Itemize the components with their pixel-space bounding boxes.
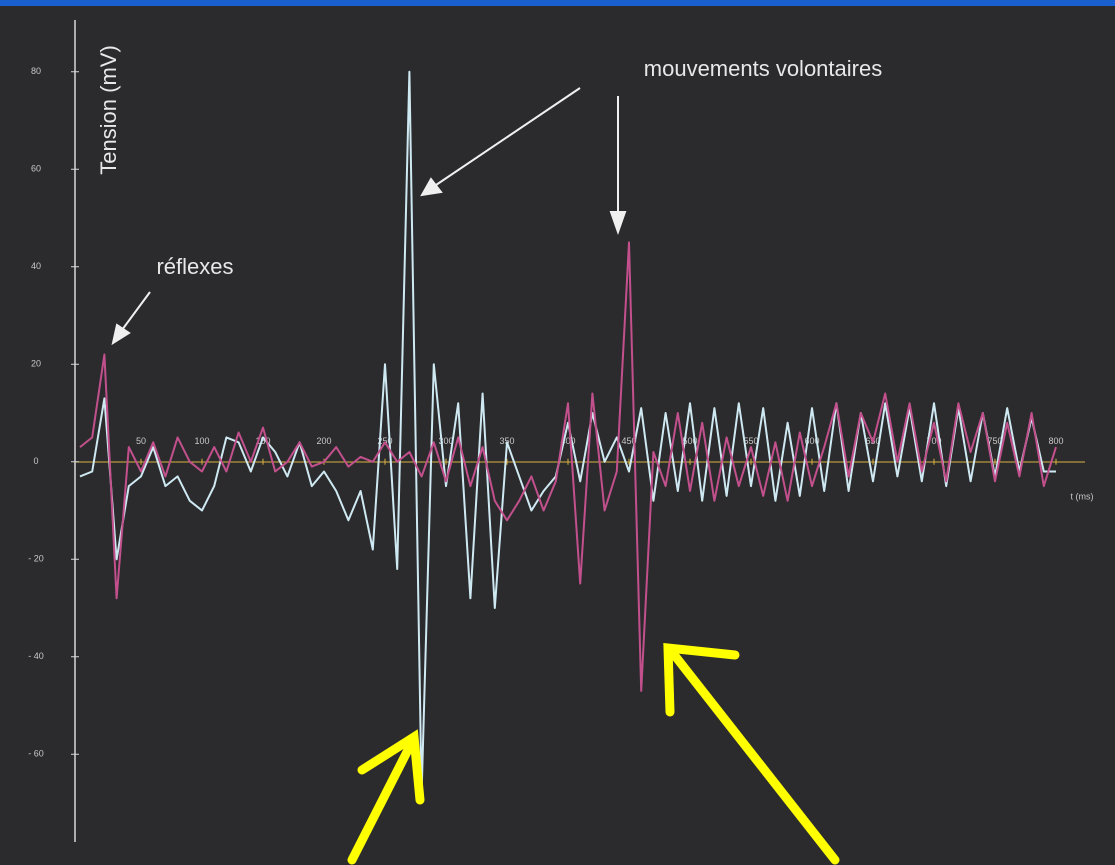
x-tick-label: 100 — [194, 436, 209, 446]
top-border — [0, 0, 1115, 6]
y-tick-label: - 20 — [28, 554, 44, 564]
annotation-arrows — [111, 87, 627, 346]
x-tick-label: 800 — [1048, 436, 1063, 446]
x-tick-label: 500 — [682, 436, 697, 446]
x-tick-label: 250 — [377, 436, 392, 446]
highlight-arrows — [347, 642, 840, 865]
y-tick-label: 20 — [31, 359, 41, 369]
annotation: réflexes — [156, 254, 233, 279]
x-axis-label: t (ms) — [1071, 491, 1094, 501]
x-tick-label: 750 — [987, 436, 1002, 446]
x-tick-label: 150 — [255, 436, 270, 446]
x-tick-label: 350 — [499, 436, 514, 446]
y-tick-label: 80 — [31, 66, 41, 76]
y-tick-label: 40 — [31, 261, 41, 271]
series-line — [79, 241, 1057, 692]
y-tick-label: 60 — [31, 164, 41, 174]
series-line — [79, 70, 1056, 795]
y-tick-label: - 40 — [28, 651, 44, 661]
x-tick-label: 550 — [743, 436, 758, 446]
x-tick-label: 50 — [136, 436, 146, 446]
annotation: mouvements volontaires — [644, 56, 882, 81]
y-tick-label: - 60 — [28, 749, 44, 759]
x-tick-label: 200 — [316, 436, 331, 446]
y-axis-label: Tension (mV) — [96, 45, 121, 175]
x-tick-label: 600 — [804, 436, 819, 446]
y-tick-label: 0 — [33, 456, 38, 466]
x-tick-label: 450 — [621, 436, 636, 446]
x-tick-label: 400 — [560, 436, 575, 446]
x-tick-label: 300 — [438, 436, 453, 446]
x-tick-label: 700 — [926, 436, 941, 446]
